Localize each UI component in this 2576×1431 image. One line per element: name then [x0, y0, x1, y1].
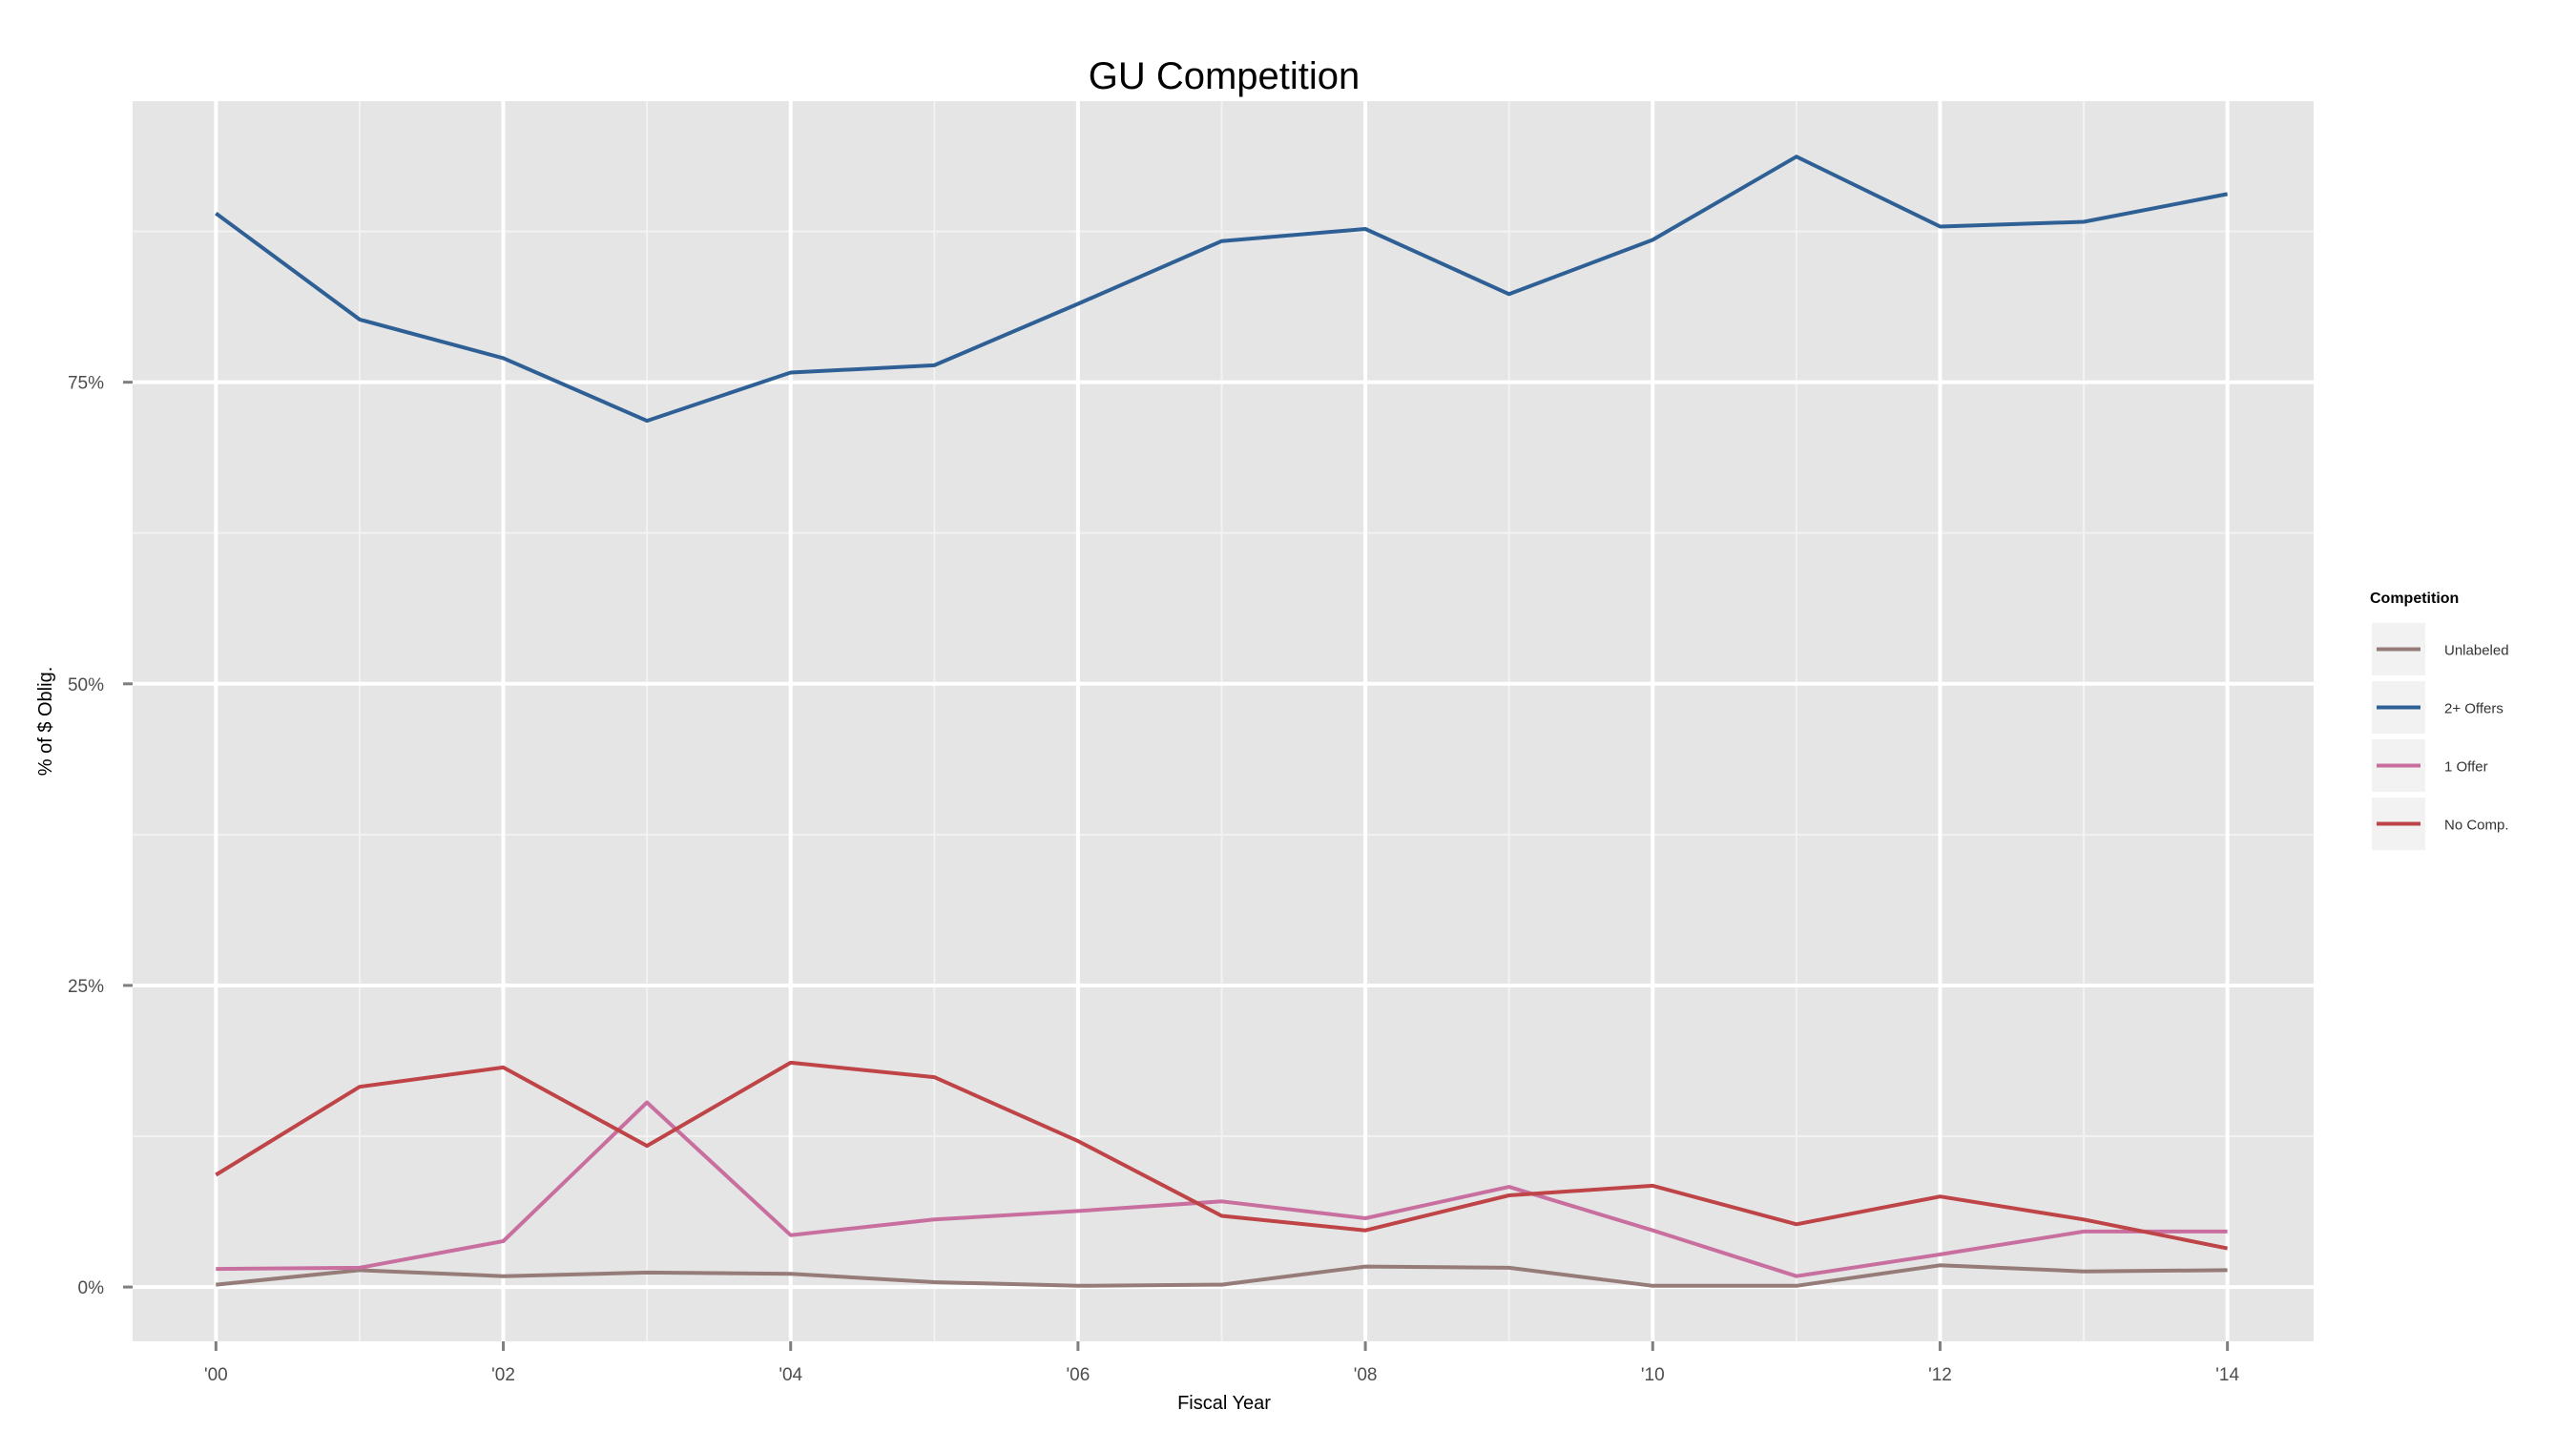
x-axis-title: Fiscal Year — [1177, 1393, 1271, 1414]
chart-title: GU Competition — [1089, 55, 1361, 97]
legend-label-2-offers: 2+ Offers — [2444, 701, 2503, 717]
x-axis-tick-label: '02 — [491, 1365, 515, 1385]
major-gridlines — [133, 101, 2314, 1341]
x-axis-tick-label: '04 — [779, 1365, 802, 1385]
minor-gridlines — [133, 101, 2314, 1341]
x-axis-tick-label: '00 — [204, 1365, 228, 1385]
legend-title: Competition — [2370, 591, 2459, 607]
series-lines — [215, 155, 2228, 1288]
series-line-no-comp — [215, 1060, 2228, 1251]
y-axis-tick-label: 75% — [68, 374, 104, 394]
y-axis-title: % of $ Oblig. — [35, 667, 56, 777]
x-axis-tick-labels: '00 '02 '04 '06 '08 '10 '12 '14 — [204, 1365, 2239, 1385]
series-line-unlabeled — [216, 1263, 2228, 1288]
y-axis-tick-label: 50% — [68, 675, 104, 695]
y-axis-tick-label: 25% — [68, 977, 104, 997]
y-axis-tick-label: 0% — [78, 1278, 105, 1298]
series-line-1-offer — [216, 1100, 2228, 1278]
x-axis-tick-label: '06 — [1067, 1365, 1091, 1385]
legend-label-unlabeled: Unlabeled — [2444, 643, 2509, 659]
x-axis-tick-label: '08 — [1354, 1365, 1378, 1385]
x-axis-tick-label: '10 — [1641, 1365, 1665, 1385]
legend-label-1-offer: 1 Offer — [2444, 759, 2488, 776]
axis-ticks — [123, 381, 2230, 1351]
x-axis-tick-label: '14 — [2215, 1365, 2239, 1385]
legend-label-no-comp: No Comp. — [2444, 818, 2509, 834]
x-axis-tick-label: '12 — [1928, 1365, 1952, 1385]
y-axis-tick-labels: 0% 25% 50% 75% — [68, 374, 104, 1298]
series-line-2-offers — [215, 155, 2228, 424]
legend: Competition Unlabeled 2+ Offers 1 Offer No … — [2370, 591, 2509, 850]
plot-panel — [133, 101, 2314, 1341]
